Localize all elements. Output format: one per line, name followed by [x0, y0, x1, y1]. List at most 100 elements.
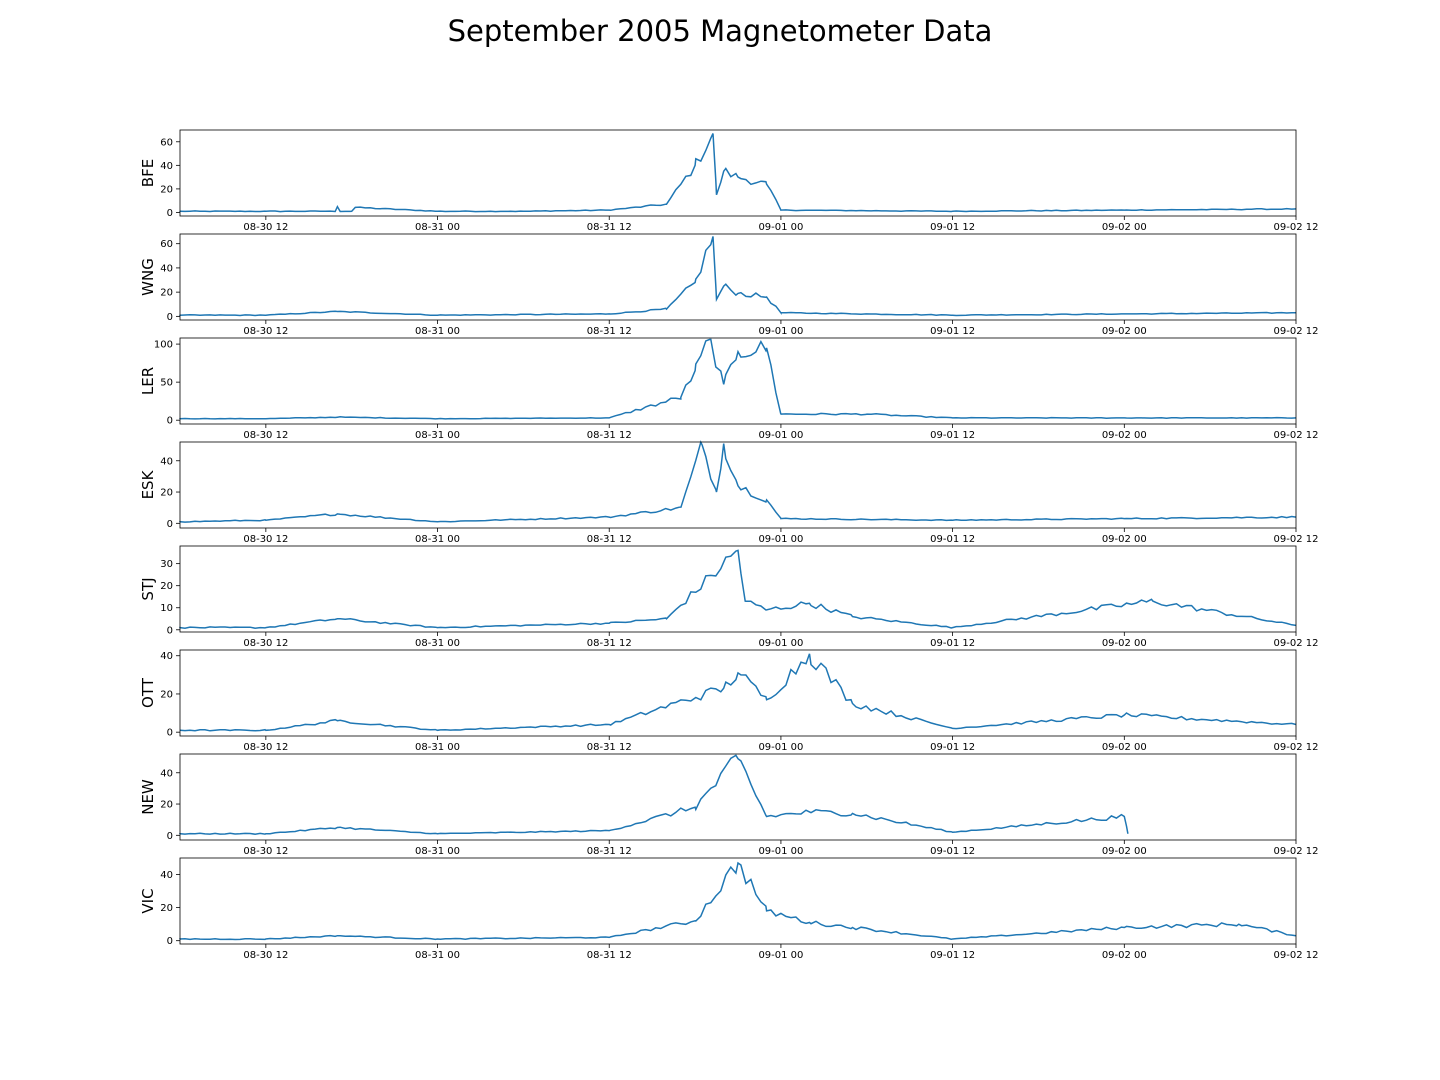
x-tick-label: 09-02 00	[1102, 742, 1147, 753]
x-tick-label: 09-02 00	[1102, 430, 1147, 441]
x-tick-label: 09-02 00	[1102, 638, 1147, 649]
x-tick-label: 08-31 12	[587, 534, 632, 545]
axes-frame	[179, 857, 1297, 945]
y-axis-label: WNG	[139, 258, 157, 296]
x-tick-label: 09-01 00	[758, 638, 803, 649]
x-tick-label: 09-02 00	[1102, 222, 1147, 233]
y-tick-label: 20	[160, 288, 173, 299]
axes-frame	[179, 337, 1297, 425]
x-tick-label: 08-31 00	[415, 222, 460, 233]
y-tick-label: 30	[160, 559, 173, 570]
x-tick-label: 08-30 12	[243, 222, 288, 233]
x-tick-label: 09-01 00	[758, 742, 803, 753]
axes-frame	[179, 233, 1297, 321]
x-tick-label: 09-02 12	[1274, 950, 1319, 961]
y-tick-label: 50	[160, 378, 173, 389]
x-tick-label: 08-30 12	[243, 950, 288, 961]
x-tick-label: 09-02 12	[1274, 222, 1319, 233]
series-line-stj	[179, 549, 1297, 629]
x-tick-label: 08-31 12	[587, 430, 632, 441]
y-tick-label: 20	[160, 184, 173, 195]
x-tick-label: 08-30 12	[243, 846, 288, 857]
y-tick-label: 0	[167, 625, 173, 636]
panel-ott: 0 20 40 08-30 12 08-31 00 08-31 12 09-01 00 09-…	[139, 649, 1319, 753]
x-tick-label: 09-02 12	[1274, 534, 1319, 545]
x-tick-label: 09-01 00	[758, 222, 803, 233]
series-line-bfe	[179, 133, 1297, 213]
x-tick-label: 08-31 00	[415, 950, 460, 961]
y-tick-label: 0	[167, 312, 173, 323]
series-line-vic	[179, 861, 1297, 941]
x-tick-label: 09-01 00	[758, 846, 803, 857]
y-axis-label: BFE	[139, 159, 157, 187]
x-tick-label: 09-02 12	[1274, 430, 1319, 441]
x-tick-label: 09-01 12	[930, 430, 975, 441]
x-tick-label: 08-31 00	[415, 846, 460, 857]
panel-ler: 0 50 100 08-30 12 08-31 00 08-31 12 09-01 00 09…	[139, 337, 1319, 441]
y-tick-label: 40	[160, 456, 173, 467]
x-tick-label: 08-31 12	[587, 950, 632, 961]
x-tick-label: 09-01 12	[930, 638, 975, 649]
x-tick-label: 09-02 12	[1274, 742, 1319, 753]
x-tick-label: 09-02 00	[1102, 326, 1147, 337]
series-line-wng	[179, 236, 1297, 317]
x-tick-label: 08-30 12	[243, 534, 288, 545]
panel-stj: 0 10 20 30 08-30 12 08-31 00 08-31 12 09-01 00 0…	[139, 545, 1319, 649]
x-tick-label: 09-01 00	[758, 326, 803, 337]
chart-title: September 2005 Magnetometer Data	[447, 14, 993, 48]
y-tick-label: 40	[160, 263, 173, 274]
y-tick-label: 10	[160, 603, 173, 614]
x-tick-label: 08-31 00	[415, 430, 460, 441]
y-tick-label: 60	[160, 239, 173, 250]
x-tick-label: 08-31 00	[415, 326, 460, 337]
x-tick-label: 08-30 12	[243, 326, 288, 337]
y-tick-label: 20	[160, 581, 173, 592]
y-axis-label: VIC	[139, 888, 157, 913]
x-tick-label: 08-31 00	[415, 742, 460, 753]
x-tick-label: 09-02 12	[1274, 638, 1319, 649]
y-tick-label: 60	[160, 137, 173, 148]
x-tick-label: 08-31 12	[587, 326, 632, 337]
y-tick-label: 20	[160, 903, 173, 914]
x-tick-label: 09-01 00	[758, 534, 803, 545]
panel-bfe: 0 20 40 60 08-30 12 08-31 00 08-31 12 09-01 00 0…	[139, 129, 1319, 233]
x-tick-label: 09-01 12	[930, 326, 975, 337]
y-axis-label: STJ	[139, 577, 157, 600]
panel-new: 0 20 40 08-30 12 08-31 00 08-31 12 09-01 00 09-…	[139, 753, 1318, 857]
x-tick-label: 08-31 00	[415, 534, 460, 545]
axes-frame	[179, 753, 1297, 841]
series-line-ott	[179, 653, 1297, 732]
x-tick-label: 09-01 12	[930, 846, 975, 857]
y-tick-label: 40	[160, 870, 173, 881]
y-tick-label: 40	[160, 161, 173, 172]
y-tick-label: 0	[167, 519, 173, 530]
y-tick-label: 0	[167, 416, 173, 427]
x-tick-label: 08-31 12	[587, 742, 632, 753]
y-tick-label: 20	[160, 800, 173, 811]
x-tick-label: 08-30 12	[243, 742, 288, 753]
x-tick-label: 09-01 12	[930, 742, 975, 753]
x-tick-label: 08-30 12	[243, 430, 288, 441]
x-tick-label: 09-02 00	[1102, 534, 1147, 545]
y-tick-label: 40	[160, 651, 173, 662]
y-tick-label: 20	[160, 488, 173, 499]
axes-frame	[179, 441, 1297, 529]
y-tick-label: 0	[167, 831, 173, 842]
y-tick-label: 100	[154, 340, 173, 351]
x-tick-label: 08-31 12	[587, 846, 632, 857]
y-tick-label: 40	[160, 768, 173, 779]
panel-vic: 0 20 40 08-30 12 08-31 00 08-31 12 09-01 00 09-…	[139, 857, 1319, 961]
x-tick-label: 09-01 12	[930, 950, 975, 961]
y-axis-label: NEW	[139, 779, 157, 815]
axes-frame	[179, 649, 1297, 737]
x-tick-label: 08-31 12	[587, 638, 632, 649]
y-axis-label: OTT	[139, 677, 157, 708]
axes-frame	[179, 545, 1297, 633]
x-tick-label: 08-30 12	[243, 638, 288, 649]
x-tick-label: 09-02 00	[1102, 950, 1147, 961]
y-axis-label: ESK	[139, 469, 157, 499]
x-tick-label: 09-01 12	[930, 534, 975, 545]
y-axis-label: LER	[139, 367, 157, 395]
y-tick-label: 0	[167, 936, 173, 947]
